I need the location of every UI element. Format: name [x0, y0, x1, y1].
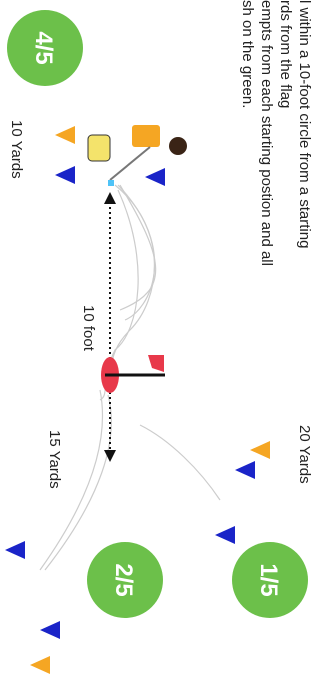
badge-label: 2/5: [110, 563, 137, 596]
cone: [250, 441, 270, 459]
instruction-line: sh on the green.: [239, 0, 256, 108]
club: [110, 147, 150, 180]
drill-diagram: l within a 10-foot circle from a startin…: [0, 0, 322, 677]
instruction-line: empts from each starting postion and all: [258, 0, 275, 266]
head: [169, 137, 187, 155]
ball: [108, 180, 114, 186]
badge-label: 1/5: [255, 563, 282, 596]
instruction-line: rds from the flag: [277, 0, 294, 108]
cone: [5, 541, 25, 559]
cone: [40, 621, 60, 639]
shirt: [132, 125, 160, 147]
cone: [30, 656, 50, 674]
arrow: [104, 192, 116, 204]
flag-cloth: [148, 355, 164, 372]
measure: 10 foot: [80, 192, 116, 462]
badge-label: 4/5: [30, 31, 57, 64]
distance-label: 20 Yards: [296, 425, 313, 484]
cone: [215, 526, 235, 544]
instruction-line: l within a 10-foot circle from a startin…: [296, 0, 313, 248]
cone: [55, 166, 75, 184]
bag: [88, 135, 110, 161]
flag: [101, 355, 165, 393]
instructions: l within a 10-foot circle from a startin…: [239, 0, 313, 266]
cone: [55, 126, 75, 144]
distance-label: 10 Yards: [8, 120, 25, 179]
path: [140, 425, 220, 500]
distance-label: 15 Yards: [46, 430, 63, 489]
cone: [145, 168, 165, 186]
measure-label: 10 foot: [80, 305, 97, 352]
cone: [235, 461, 255, 479]
shot-paths: [40, 185, 220, 570]
golfer: [88, 125, 187, 186]
